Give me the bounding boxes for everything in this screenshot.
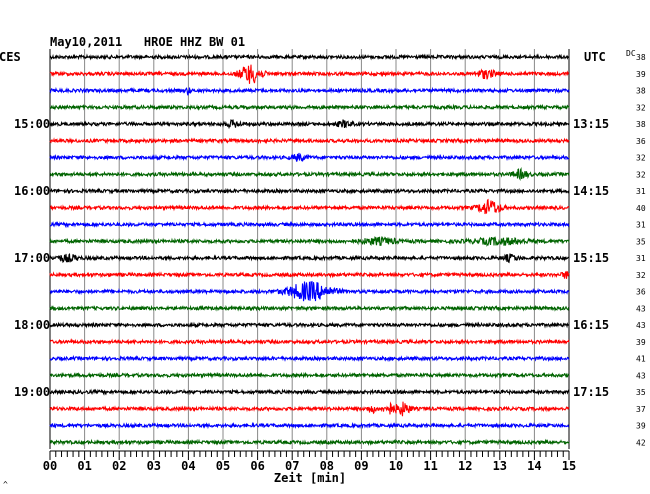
x-tick-label: 14	[527, 459, 541, 473]
local-hour-label: 15:00	[14, 117, 50, 131]
dc-offset-label: 31	[636, 254, 646, 263]
x-axis-label: Zeit [min]	[274, 471, 346, 485]
seismic-trace	[49, 438, 570, 446]
local-hour-label: 17:00	[14, 251, 50, 265]
dc-offset-label: 31	[636, 187, 646, 196]
plot-grid	[49, 49, 570, 449]
seismic-trace	[49, 280, 570, 302]
seismic-trace	[49, 421, 570, 430]
dc-offset-label: 35	[636, 237, 646, 246]
dc-offset-label: 38	[636, 120, 646, 129]
utc-hour-label: 14:15	[573, 184, 609, 198]
dc-offset-label: 32	[636, 154, 646, 163]
seismic-trace	[49, 235, 570, 247]
x-tick-label: 10	[389, 459, 403, 473]
x-tick-label: 08	[320, 459, 334, 473]
seismic-trace	[49, 270, 570, 279]
seismic-trace	[49, 119, 569, 130]
dc-offset-label: 42	[636, 438, 646, 447]
x-tick-label: 02	[112, 459, 126, 473]
local-hour-label: 18:00	[14, 318, 50, 332]
seismic-trace	[49, 338, 570, 346]
x-tick-label: 04	[181, 459, 195, 473]
dc-offset-label: 36	[636, 288, 646, 297]
local-hour-label: 19:00	[14, 385, 50, 399]
x-tick-label: 07	[285, 459, 299, 473]
dc-offset-label: 41	[636, 355, 646, 364]
seismic-trace	[49, 152, 570, 162]
utc-hour-label: 17:15	[573, 385, 609, 399]
seismic-trace	[49, 220, 570, 229]
dc-offset-label: 39	[636, 338, 646, 347]
dc-offset-label: 38	[636, 53, 646, 62]
x-tick-label: 00	[43, 459, 57, 473]
x-tick-label: 11	[423, 459, 437, 473]
dc-offset-label: 32	[636, 271, 646, 280]
trace-series	[49, 53, 570, 446]
x-tick-label: 09	[354, 459, 368, 473]
x-tick-label: 12	[458, 459, 472, 473]
utc-hour-label: 13:15	[573, 117, 609, 131]
dc-offset-label: 32	[636, 170, 646, 179]
dc-offset-label: 32	[636, 103, 646, 112]
chart-title: May10,2011 HROE HHZ BW 01	[50, 35, 245, 49]
seismic-trace	[49, 371, 570, 379]
seismic-trace	[49, 86, 570, 96]
utc-zone-label: UTC	[584, 50, 606, 64]
dc-offset-label: 37	[636, 405, 646, 414]
x-tick-label: 13	[493, 459, 507, 473]
local-hour-label: 16:00	[14, 184, 50, 198]
dc-offset-label: 43	[636, 371, 646, 380]
seismic-trace	[49, 354, 570, 363]
seismic-trace	[49, 304, 570, 312]
seismic-trace	[49, 187, 570, 195]
seismic-trace	[49, 388, 570, 396]
seismic-trace	[49, 401, 570, 417]
seismic-trace	[49, 137, 570, 145]
seismic-trace	[49, 103, 570, 111]
seismic-trace	[49, 167, 570, 182]
x-tick-label: 05	[216, 459, 230, 473]
x-tick-label: 15	[562, 459, 576, 473]
dc-offset-label: 31	[636, 221, 646, 230]
seismic-trace	[49, 252, 570, 264]
seismic-trace	[49, 64, 570, 84]
x-tick-label: 03	[147, 459, 161, 473]
dc-offset-label: 43	[636, 321, 646, 330]
dc-offset-label: 43	[636, 304, 646, 313]
x-tick-label: 06	[250, 459, 264, 473]
utc-hour-label: 16:15	[573, 318, 609, 332]
seismic-trace	[49, 53, 570, 61]
dc-offset-label: 38	[636, 87, 646, 96]
seismic-trace	[49, 198, 570, 215]
x-tick-label: 01	[77, 459, 91, 473]
dc-offset-label: 39	[636, 422, 646, 431]
footer-mark: ^	[3, 480, 8, 489]
dc-offset-label: 35	[636, 388, 646, 397]
dc-offset-label: 40	[636, 204, 646, 213]
dc-offset-label: 36	[636, 137, 646, 146]
dc-offset-label: 39	[636, 70, 646, 79]
time-axis: 00 01 02 03 04 05 06 07 08 09 10 11 12 13 14 15	[43, 450, 576, 473]
axis-labels: 38 39 38 32 38 36 32 32 31 40 31 35 31 32 36 43 43 39 41 43…	[14, 53, 646, 447]
local-time-zone-label: CES	[0, 50, 21, 64]
dc-header: DC	[626, 49, 636, 58]
seismic-trace	[50, 321, 570, 329]
utc-hour-label: 15:15	[573, 251, 609, 265]
